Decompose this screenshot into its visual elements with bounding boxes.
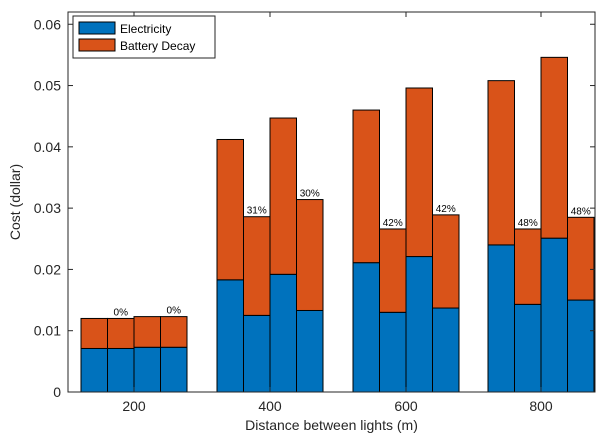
x-axis: 200 400 600 800	[122, 12, 553, 414]
bar-segment-battery-decay	[540, 56, 568, 239]
data-label: 0%	[114, 307, 129, 318]
bar-segment-battery-decay	[80, 317, 108, 349]
bar-segment-battery-decay	[352, 109, 380, 264]
bar-segment-electricity	[540, 237, 568, 393]
bar-segment-battery-decay	[269, 117, 297, 275]
bar-segment-electricity	[160, 346, 188, 393]
y-tick-label: 0.06	[34, 16, 61, 32]
bar-segment-electricity	[80, 347, 108, 393]
x-tick-label: 600	[394, 398, 418, 414]
y-axis: 0 0.01 0.02 0.03 0.04 0.05 0.06	[34, 16, 595, 400]
bar-segment-electricity	[216, 279, 244, 393]
x-tick-label: 400	[258, 398, 282, 414]
y-tick-label: 0.04	[34, 139, 61, 155]
legend-entry: Battery Decay	[120, 39, 195, 53]
legend-swatch	[78, 21, 116, 35]
bar-segment-battery-decay	[296, 199, 324, 311]
bar-segment-electricity	[269, 273, 297, 393]
bar-segment-electricity	[379, 311, 407, 393]
bars-layer	[80, 56, 595, 393]
bar-segment-electricity	[296, 309, 324, 393]
data-label: 31%	[247, 206, 267, 217]
bar-segment-electricity	[487, 244, 515, 393]
data-label: 48%	[571, 206, 591, 217]
bar-segment-battery-decay	[514, 228, 542, 305]
plot-area-box	[67, 11, 596, 393]
y-axis-label: Cost (dollar)	[7, 164, 23, 240]
bar-segment-battery-decay	[487, 80, 515, 246]
x-tick-label: 200	[122, 398, 146, 414]
bar-segment-electricity	[352, 262, 380, 393]
data-labels-layer: 0% 0% 31% 30% 42% 42% 48% 48%	[114, 189, 591, 319]
y-tick-label: 0.01	[34, 323, 61, 339]
bar-segment-battery-decay	[567, 216, 595, 301]
bar-segment-electricity	[243, 314, 271, 393]
x-tick-label: 800	[529, 398, 553, 414]
bar-segment-battery-decay	[107, 317, 135, 349]
bar-segment-battery-decay	[379, 228, 407, 313]
bar-segment-electricity	[405, 256, 433, 393]
bar-segment-battery-decay	[216, 138, 244, 281]
y-tick-label: 0.05	[34, 78, 61, 94]
bar-segment-electricity	[432, 307, 460, 393]
bar-segment-electricity	[107, 347, 135, 393]
bar-segment-battery-decay	[160, 316, 188, 348]
y-tick-label: 0	[53, 384, 61, 400]
bar-segment-battery-decay	[243, 216, 271, 316]
bar-segment-battery-decay	[432, 214, 460, 309]
legend-swatch	[78, 38, 116, 52]
data-label: 0%	[167, 306, 182, 317]
x-axis-label: Distance between lights (m)	[245, 417, 418, 433]
bar-segment-battery-decay	[133, 316, 161, 348]
data-label: 30%	[300, 189, 320, 200]
bar-segment-electricity	[514, 303, 542, 393]
data-label: 42%	[436, 204, 456, 215]
y-tick-label: 0.03	[34, 200, 61, 216]
bar-segment-electricity	[567, 299, 595, 393]
bar-segment-battery-decay	[405, 87, 433, 258]
data-label: 42%	[383, 218, 403, 229]
legend: Electricity Battery Decay	[72, 15, 216, 59]
bar-segment-electricity	[133, 346, 161, 393]
legend-entry: Electricity	[120, 22, 171, 36]
y-tick-label: 0.02	[34, 261, 61, 277]
data-label: 48%	[518, 218, 538, 229]
